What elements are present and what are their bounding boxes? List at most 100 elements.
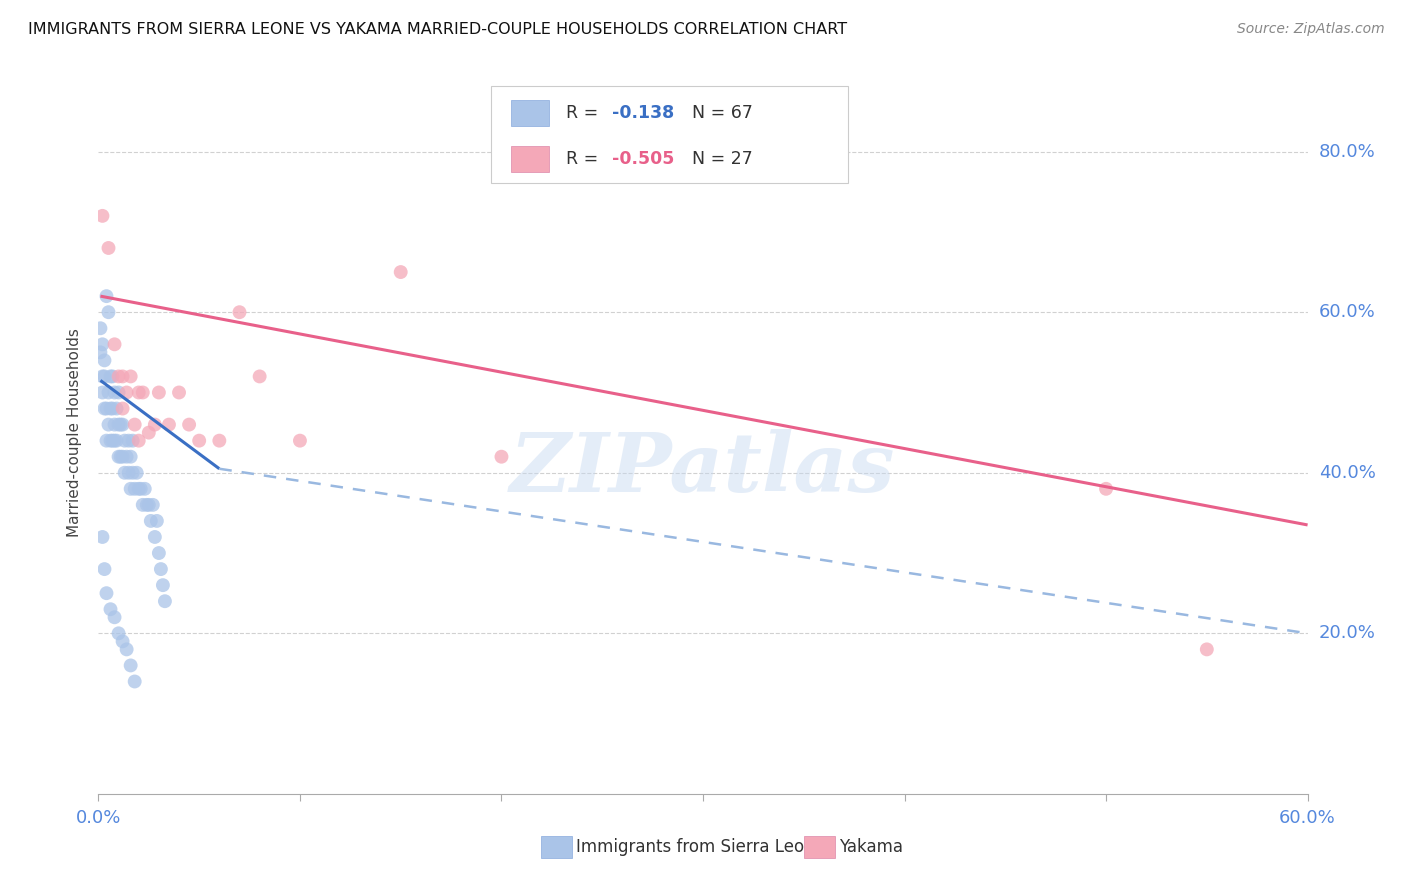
Point — [1095, 482, 1118, 496]
Point — [89, 345, 111, 359]
Point — [115, 450, 138, 464]
Point — [100, 401, 122, 416]
Point — [132, 385, 155, 400]
Point — [103, 417, 125, 432]
Point — [111, 634, 134, 648]
Point — [93, 353, 115, 368]
Point — [114, 466, 136, 480]
Point — [91, 209, 114, 223]
Point — [107, 369, 129, 384]
Point — [148, 546, 170, 560]
Point — [103, 434, 125, 448]
Point — [135, 498, 157, 512]
Point — [142, 498, 165, 512]
Point — [111, 369, 134, 384]
Point — [97, 417, 120, 432]
Point — [100, 369, 122, 384]
Point — [91, 337, 114, 351]
Point — [89, 321, 111, 335]
Point — [111, 401, 134, 416]
Point — [103, 385, 125, 400]
Point — [114, 434, 136, 448]
Point — [153, 594, 176, 608]
Point — [132, 498, 155, 512]
Text: 80.0%: 80.0% — [1319, 143, 1375, 161]
Point — [91, 385, 114, 400]
Point — [91, 530, 114, 544]
FancyBboxPatch shape — [510, 100, 550, 126]
Point — [1195, 642, 1218, 657]
Text: -0.505: -0.505 — [613, 150, 675, 168]
Point — [97, 385, 120, 400]
Point — [120, 482, 142, 496]
Point — [101, 369, 124, 384]
Point — [128, 482, 150, 496]
Point — [179, 417, 201, 432]
Point — [107, 626, 129, 640]
Text: N = 67: N = 67 — [682, 104, 754, 122]
Text: 40.0%: 40.0% — [1319, 464, 1375, 482]
Point — [120, 658, 142, 673]
Text: 60.0%: 60.0% — [1319, 303, 1375, 321]
Point — [143, 417, 166, 432]
Point — [96, 289, 118, 303]
Point — [152, 578, 174, 592]
Point — [103, 610, 125, 624]
Point — [93, 401, 115, 416]
Point — [105, 401, 128, 416]
Point — [100, 602, 122, 616]
Point — [288, 434, 311, 448]
Point — [148, 385, 170, 400]
FancyBboxPatch shape — [510, 146, 550, 172]
Point — [228, 305, 250, 319]
Point — [103, 337, 125, 351]
Point — [188, 434, 211, 448]
Point — [138, 425, 160, 440]
Text: Immigrants from Sierra Leone: Immigrants from Sierra Leone — [576, 838, 825, 856]
Point — [107, 450, 129, 464]
Text: Source: ZipAtlas.com: Source: ZipAtlas.com — [1237, 22, 1385, 37]
Point — [149, 562, 172, 576]
Point — [124, 482, 146, 496]
Point — [167, 385, 190, 400]
Point — [115, 385, 138, 400]
Point — [124, 417, 146, 432]
Point — [107, 417, 129, 432]
Text: R =: R = — [567, 150, 605, 168]
Text: R =: R = — [567, 104, 605, 122]
Text: IMMIGRANTS FROM SIERRA LEONE VS YAKAMA MARRIED-COUPLE HOUSEHOLDS CORRELATION CHA: IMMIGRANTS FROM SIERRA LEONE VS YAKAMA M… — [28, 22, 848, 37]
Point — [111, 417, 134, 432]
Y-axis label: Married-couple Households: Married-couple Households — [67, 328, 83, 537]
Point — [128, 385, 150, 400]
Point — [101, 434, 124, 448]
Point — [96, 434, 118, 448]
Point — [96, 401, 118, 416]
Point — [208, 434, 231, 448]
Point — [120, 369, 142, 384]
Point — [128, 434, 150, 448]
Text: 20.0%: 20.0% — [1319, 624, 1375, 642]
Point — [134, 482, 156, 496]
Point — [101, 401, 124, 416]
Text: N = 27: N = 27 — [682, 150, 754, 168]
Point — [121, 434, 143, 448]
Point — [129, 482, 152, 496]
Point — [96, 586, 118, 600]
Point — [157, 417, 180, 432]
Point — [139, 514, 162, 528]
Text: Yakama: Yakama — [839, 838, 904, 856]
Point — [111, 450, 134, 464]
Point — [97, 305, 120, 319]
Point — [125, 466, 148, 480]
Point — [118, 434, 141, 448]
Point — [93, 369, 115, 384]
Point — [97, 241, 120, 255]
Point — [143, 530, 166, 544]
Point — [110, 417, 132, 432]
Point — [100, 434, 122, 448]
FancyBboxPatch shape — [492, 86, 848, 184]
Point — [91, 369, 114, 384]
Point — [138, 498, 160, 512]
Point — [491, 450, 513, 464]
Text: ZIPatlas: ZIPatlas — [510, 429, 896, 508]
